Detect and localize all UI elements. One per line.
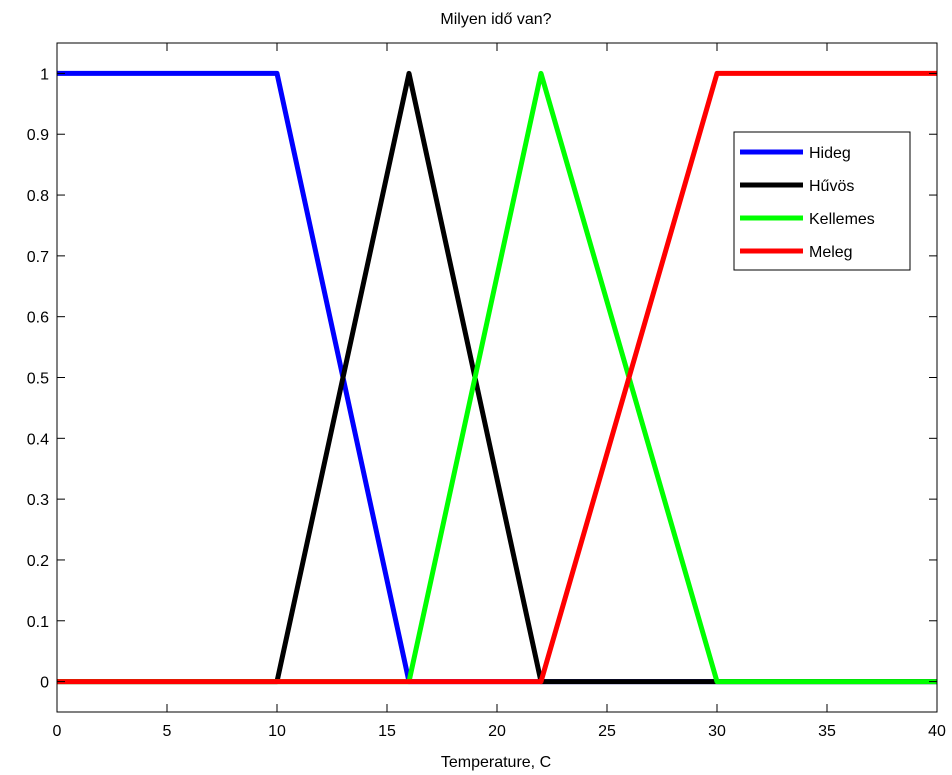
y-tick-label: 0.6 bbox=[27, 310, 49, 327]
y-tick-label: 0.9 bbox=[27, 127, 49, 144]
x-tick-label: 30 bbox=[708, 723, 726, 740]
x-tick-label: 25 bbox=[598, 723, 616, 740]
series-layer bbox=[57, 70, 937, 685]
legend-box bbox=[733, 131, 911, 271]
y-tick-label: 0.7 bbox=[27, 249, 49, 266]
x-tick-label: 20 bbox=[488, 723, 506, 740]
y-tick-label: 0.3 bbox=[27, 492, 49, 509]
x-axis-label: Temperature, C bbox=[441, 754, 551, 771]
y-tick-label: 0.8 bbox=[27, 188, 49, 205]
y-tick-label: 0.5 bbox=[27, 371, 49, 388]
x-tick-label: 40 bbox=[928, 723, 946, 740]
x-tick-label: 10 bbox=[268, 723, 286, 740]
y-tick-label: 0 bbox=[40, 675, 49, 692]
series-line-meleg bbox=[57, 70, 937, 685]
x-tick-label: 15 bbox=[378, 723, 396, 740]
y-tick-label: 0.4 bbox=[27, 431, 49, 448]
x-tick-label: 35 bbox=[818, 723, 836, 740]
chart-title: Milyen idő van? bbox=[440, 11, 551, 28]
x-tick-label: 5 bbox=[163, 723, 172, 740]
y-tick-label: 0.2 bbox=[27, 553, 49, 570]
x-ticks: 0 5 10 15 20 25 30 35 40 bbox=[53, 43, 946, 740]
y-ticks: 0 0.1 0.2 0.3 0.4 0.5 0.6 0.7 0.8 0.9 1 bbox=[27, 66, 937, 692]
y-tick-label: 1 bbox=[40, 66, 49, 83]
legend-label-huvos: Hűvös bbox=[809, 178, 854, 195]
legend: Hideg Hűvös Kellemes Meleg bbox=[733, 131, 911, 271]
legend-label-kellemes: Kellemes bbox=[809, 211, 875, 228]
x-tick-label: 0 bbox=[53, 723, 62, 740]
y-tick-label: 0.1 bbox=[27, 614, 49, 631]
legend-label-meleg: Meleg bbox=[809, 244, 853, 261]
legend-label-hideg: Hideg bbox=[809, 145, 851, 162]
